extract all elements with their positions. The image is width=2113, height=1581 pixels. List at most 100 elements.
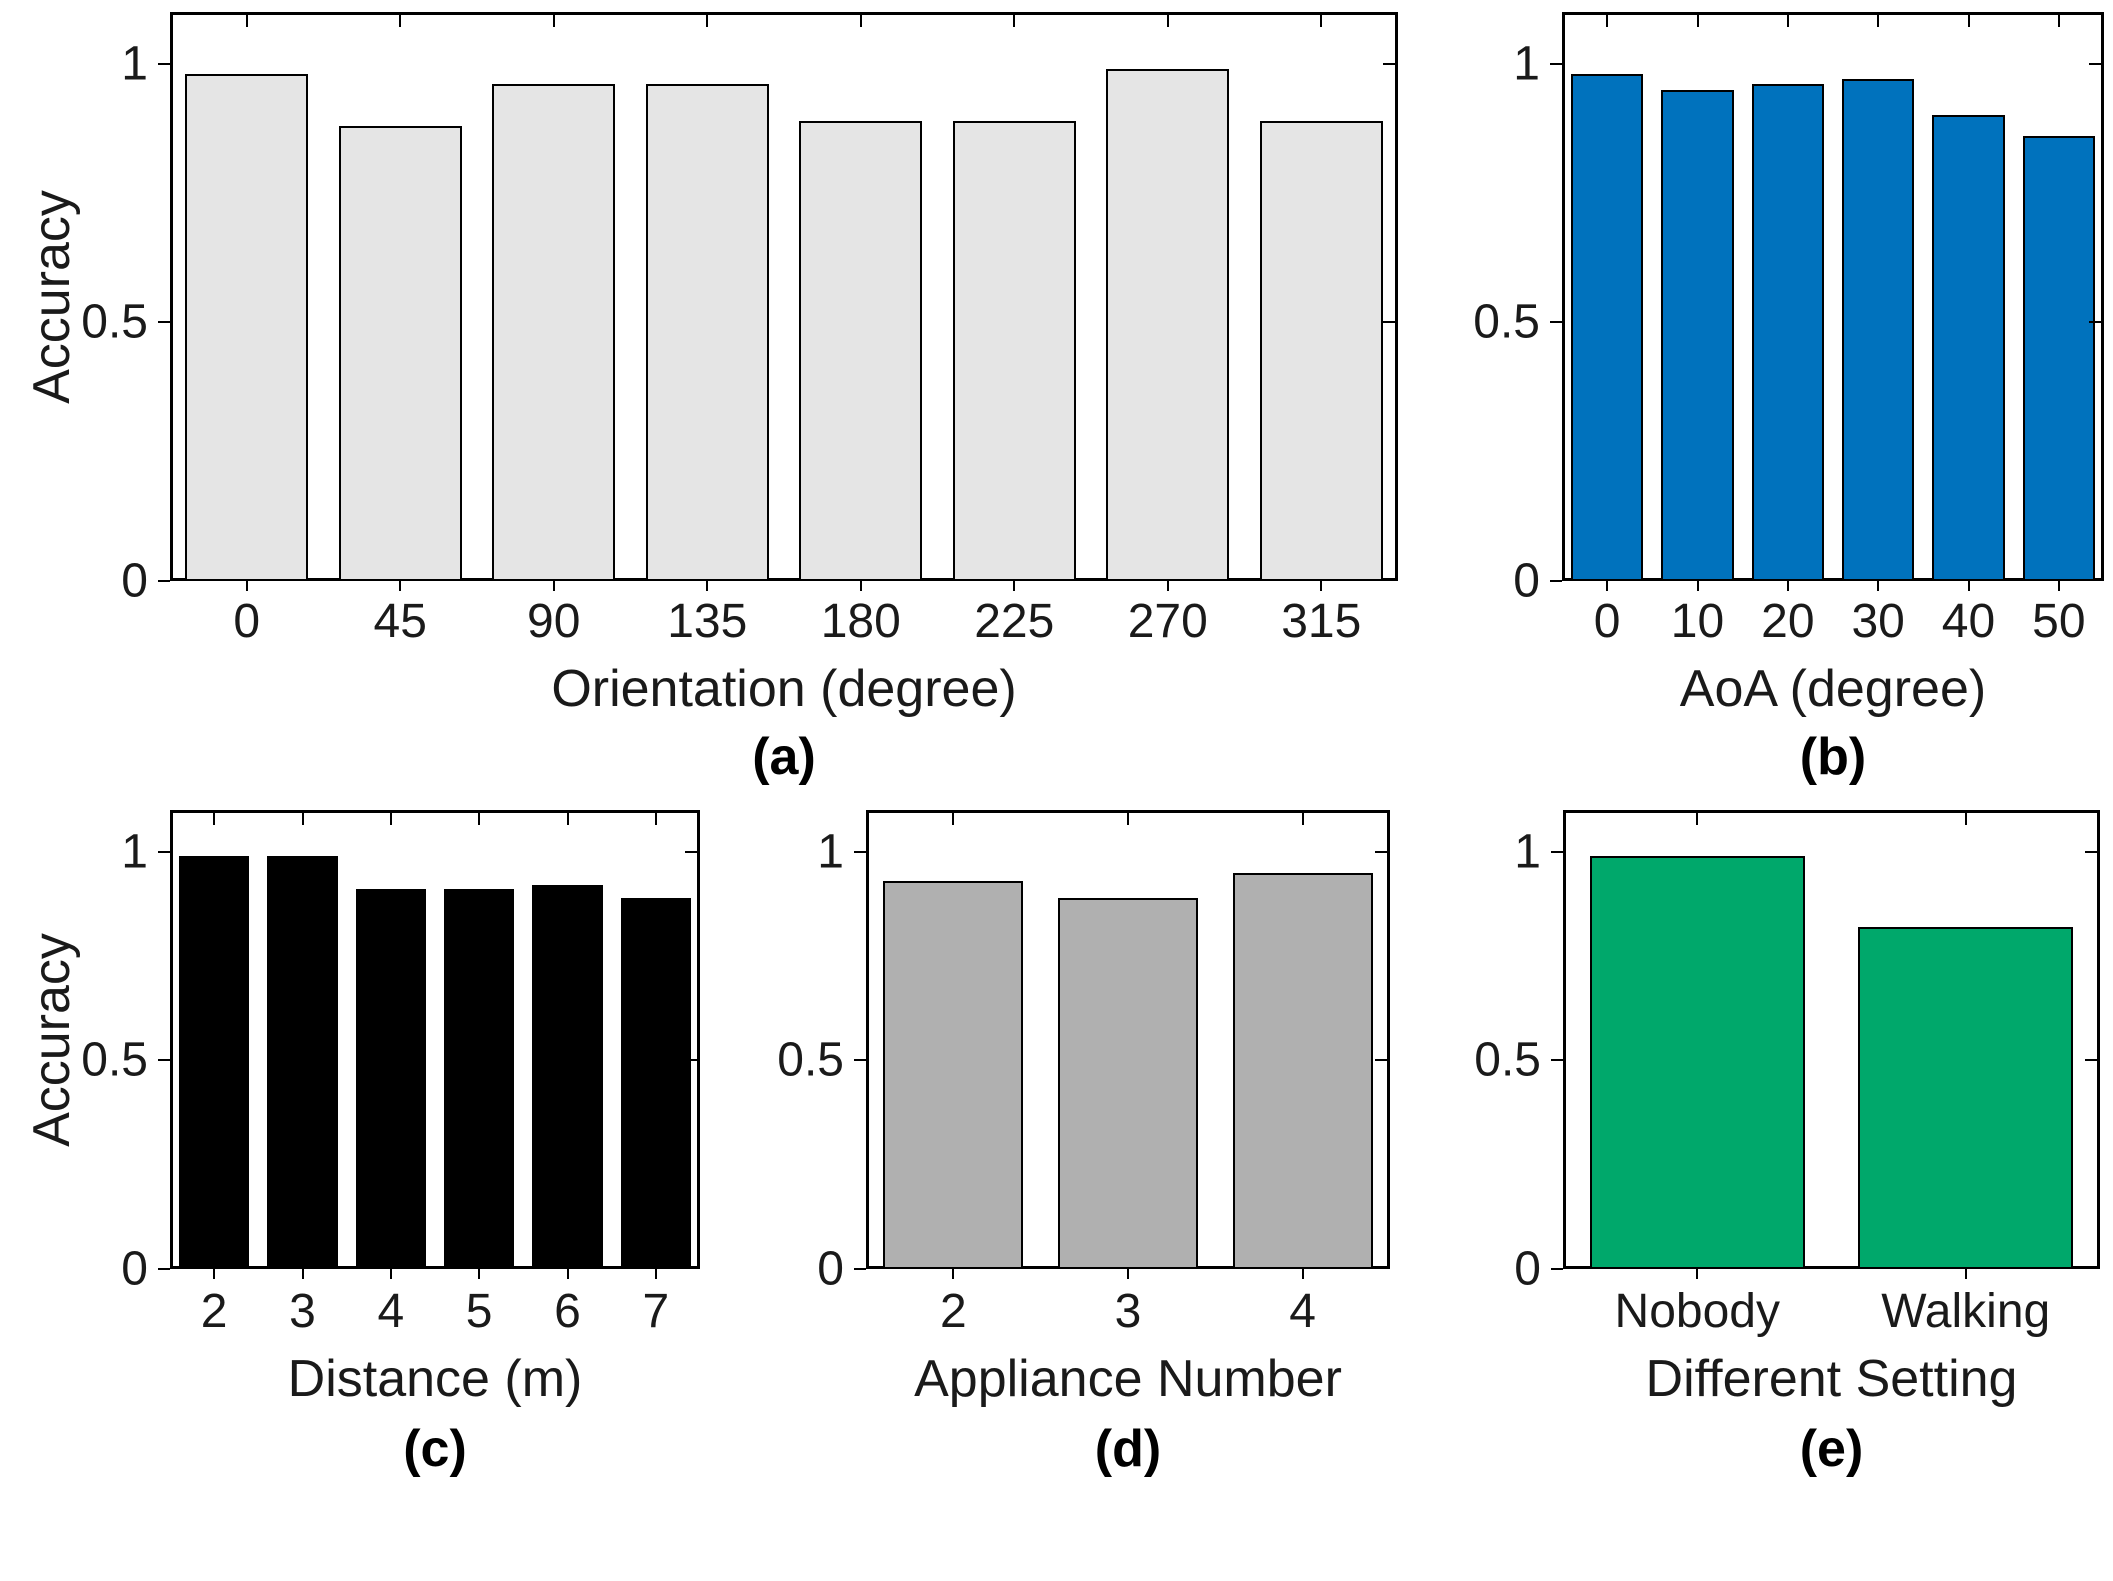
- y-tick-label-d: 1: [817, 825, 844, 879]
- x-axis-tick: [952, 1269, 955, 1279]
- bar-a-45: [338, 125, 462, 581]
- y-axis-right-tick: [685, 850, 697, 853]
- x-tick-label-a: 225: [974, 595, 1055, 648]
- x-tick-label-a: 180: [820, 595, 901, 648]
- x-tick-label-b: 10: [1670, 595, 1725, 648]
- x-tick-label-a: 270: [1127, 595, 1208, 648]
- subplot-caption-c: (c): [403, 1420, 467, 1478]
- x-axis-tick: [213, 1269, 216, 1279]
- x-axis-tick: [1964, 1269, 1967, 1279]
- x-axis-tick: [1166, 581, 1169, 591]
- x-axis-tick: [1786, 581, 1789, 591]
- plot-area-c: [170, 810, 700, 1269]
- bar-a-90: [492, 84, 616, 581]
- y-axis-tick: [1551, 1268, 1563, 1270]
- x-axis-tick: [1967, 581, 1970, 591]
- bar-b-10: [1661, 89, 1734, 581]
- y-axis-tick: [158, 850, 170, 853]
- x-axis-tick: [706, 581, 709, 591]
- x-axis-label-d: Appliance Number: [914, 1350, 1342, 1408]
- y-axis-right-tick: [1375, 1059, 1387, 1062]
- y-axis-tick: [158, 1059, 170, 1062]
- x-axis-top-tick: [859, 15, 862, 27]
- bar-e-Walking: [1858, 926, 2074, 1269]
- x-axis-label-b: AoA (degree): [1679, 660, 1987, 718]
- y-axis-right-tick: [1383, 62, 1395, 65]
- x-axis-tick: [478, 1269, 481, 1279]
- y-axis-tick: [158, 321, 170, 324]
- y-tick-label-e: 1: [1514, 825, 1541, 879]
- subplot-caption-b: (b): [1799, 728, 1867, 786]
- x-axis-top-tick: [654, 813, 657, 825]
- x-tick-label-a: 135: [667, 595, 748, 648]
- x-axis-label-e: Different Setting: [1645, 1350, 2018, 1408]
- bar-c-2: [178, 855, 250, 1269]
- x-tick-label-c: 7: [642, 1285, 670, 1338]
- x-axis-tick: [859, 581, 862, 591]
- y-axis-tick: [1551, 1059, 1563, 1062]
- x-axis-top-tick: [1606, 15, 1609, 27]
- x-tick-label-d: 3: [1114, 1285, 1142, 1338]
- y-tick-label-c: 0: [121, 1242, 148, 1296]
- x-axis-tick: [1606, 581, 1609, 591]
- x-axis-tick: [2057, 581, 2060, 591]
- bar-b-0: [1571, 74, 1644, 581]
- y-axis-right-tick: [2089, 321, 2101, 324]
- x-axis-top-tick: [1166, 15, 1169, 27]
- x-axis-label-a: Orientation (degree): [551, 660, 1017, 718]
- x-axis-tick: [1013, 581, 1016, 591]
- y-axis-right-tick: [2085, 1059, 2097, 1062]
- y-tick-label-a: 1: [121, 37, 148, 91]
- x-axis-top-tick: [952, 813, 955, 825]
- x-axis-top-tick: [1320, 15, 1323, 27]
- y-axis-right-tick: [2085, 850, 2097, 853]
- x-tick-label-c: 5: [465, 1285, 493, 1338]
- y-axis-right-tick: [1375, 850, 1387, 853]
- bar-d-3: [1058, 897, 1198, 1269]
- x-axis-top-tick: [1127, 813, 1129, 825]
- x-axis-tick: [399, 581, 402, 591]
- x-axis-tick: [1877, 581, 1880, 591]
- x-axis-top-tick: [389, 813, 392, 825]
- y-tick-label-c: 0.5: [81, 1033, 148, 1087]
- x-axis-top-tick: [706, 15, 709, 27]
- x-axis-tick: [552, 581, 555, 591]
- x-axis-tick: [654, 1269, 657, 1279]
- bar-a-315: [1259, 120, 1383, 581]
- bar-e-Nobody: [1589, 855, 1805, 1269]
- x-axis-top-tick: [245, 15, 248, 27]
- x-axis-tick: [1320, 581, 1323, 591]
- x-tick-label-b: 0: [1593, 595, 1621, 648]
- bar-c-4: [355, 889, 427, 1269]
- y-axis-tick: [1550, 321, 1562, 324]
- x-tick-label-b: 30: [1851, 595, 1905, 648]
- x-tick-label-c: 2: [200, 1285, 228, 1338]
- x-tick-label-a: 315: [1281, 595, 1362, 648]
- y-axis-right-tick: [2089, 62, 2101, 65]
- x-axis-top-tick: [1877, 15, 1880, 27]
- bar-c-5: [443, 889, 515, 1269]
- x-tick-label-e: Walking: [1881, 1285, 2051, 1338]
- x-axis-top-tick: [1696, 15, 1699, 27]
- x-axis-tick: [301, 1269, 304, 1279]
- x-tick-label-b: 50: [2032, 595, 2086, 648]
- x-tick-label-d: 2: [939, 1285, 967, 1338]
- x-tick-label-a: 0: [233, 595, 261, 648]
- x-axis-top-tick: [552, 15, 555, 27]
- x-tick-label-a: 45: [373, 595, 427, 648]
- bar-b-30: [1842, 79, 1915, 581]
- x-axis-label-c: Distance (m): [287, 1350, 583, 1408]
- y-tick-label-d: 0: [817, 1242, 844, 1296]
- y-axis-tick: [1550, 62, 1562, 65]
- bar-a-270: [1106, 68, 1230, 581]
- x-tick-label-b: 40: [1941, 595, 1996, 648]
- bar-d-2: [883, 880, 1024, 1269]
- y-tick-label-c: 1: [121, 825, 148, 879]
- bar-a-180: [799, 120, 923, 581]
- x-axis-top-tick: [1786, 15, 1789, 27]
- x-tick-label-c: 4: [377, 1285, 405, 1338]
- x-axis-top-tick: [1696, 813, 1699, 825]
- x-axis-tick: [1696, 1269, 1699, 1279]
- x-tick-label-c: 3: [289, 1285, 316, 1338]
- y-axis-tick: [158, 1268, 170, 1270]
